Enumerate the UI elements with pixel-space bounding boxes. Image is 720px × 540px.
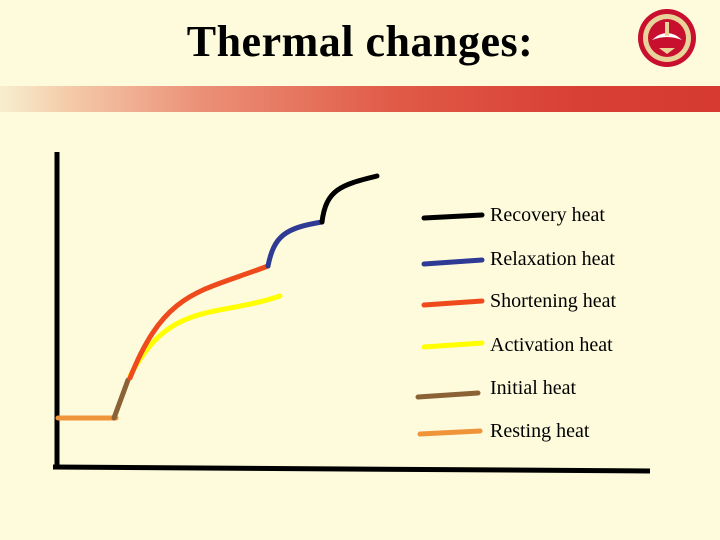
slide-title: Thermal changes:: [186, 17, 534, 66]
legend-label-resting: Resting heat: [490, 420, 590, 442]
initial-heat-curve: [111, 377, 131, 421]
shortening-heat-curve: [127, 263, 271, 381]
recovery-heat-curve: [319, 173, 380, 225]
legend-label-relaxation: Relaxation heat: [490, 248, 615, 270]
university-logo-icon: [632, 6, 702, 90]
legend-label-activation: Activation heat: [490, 334, 613, 356]
title-accent-bar: [0, 86, 720, 112]
legend-swatch-shortening: [421, 298, 485, 308]
legend-swatch-relaxation: [421, 257, 485, 267]
legend-swatch-resting: [417, 428, 483, 437]
legend-label-recovery: Recovery heat: [490, 204, 605, 226]
legend-swatch-recovery: [421, 212, 485, 221]
legend-swatch-initial: [415, 390, 481, 400]
legend-swatch-activation: [421, 340, 485, 350]
legend-label-shortening: Shortening heat: [490, 290, 617, 312]
legend-label-initial: Initial heat: [490, 377, 577, 399]
relaxation-heat-curve: [265, 219, 325, 269]
x-axis: [52, 464, 651, 474]
activation-heat-curve: [127, 293, 283, 379]
